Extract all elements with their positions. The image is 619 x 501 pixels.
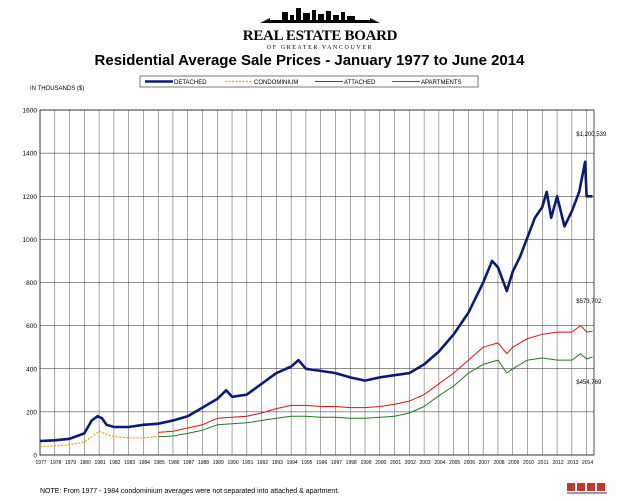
x-tick-label: 1991 bbox=[242, 460, 253, 466]
x-tick-label: 2005 bbox=[449, 460, 460, 466]
legend-box bbox=[139, 75, 479, 88]
x-tick-label: 1981 bbox=[95, 460, 106, 466]
x-tick-label: 1983 bbox=[124, 460, 135, 466]
x-tick-label: 2010 bbox=[523, 460, 534, 466]
x-tick-label: 1978 bbox=[50, 460, 61, 466]
x-tick-label: 2002 bbox=[405, 460, 416, 466]
legend-label-detached: DETACHED bbox=[174, 80, 207, 86]
x-tick-label: 2003 bbox=[420, 460, 431, 466]
x-tick-label: 2004 bbox=[434, 460, 445, 466]
value-annotation: $454,769 bbox=[576, 380, 602, 386]
brand-subname: OF GREATER VANCOUVER bbox=[267, 45, 373, 51]
x-tick-label: 1990 bbox=[227, 460, 238, 466]
x-tick-label: 2009 bbox=[508, 460, 519, 466]
series-line-condominium bbox=[39, 430, 159, 447]
value-annotation: $573,702 bbox=[576, 299, 602, 305]
series-line-detached bbox=[39, 160, 593, 443]
x-tick-label: 1994 bbox=[287, 460, 298, 466]
x-tick-label: 2001 bbox=[390, 460, 401, 466]
x-tick-label: 1998 bbox=[346, 460, 357, 466]
x-tick-label: 2014 bbox=[582, 460, 593, 466]
x-tick-label: 1995 bbox=[301, 460, 312, 466]
x-tick-label: 1989 bbox=[213, 460, 224, 466]
y-tick-label: 800 bbox=[26, 280, 37, 287]
x-tick-label: 1996 bbox=[316, 460, 327, 466]
x-tick-label: 1984 bbox=[139, 460, 150, 466]
y-tick-label: 400 bbox=[26, 366, 37, 373]
brand-name: REAL ESTATE BOARD bbox=[243, 28, 398, 44]
real-estate-board-logo: REAL ESTATE BOARD OF GREATER VANCOUVER bbox=[243, 8, 398, 51]
x-tick-label: 1992 bbox=[257, 460, 268, 466]
footnote: NOTE: From 1977 - 1984 condominium avera… bbox=[40, 488, 340, 495]
x-tick-label: 1993 bbox=[272, 460, 283, 466]
x-tick-label: 1977 bbox=[35, 460, 46, 466]
x-tick-label: 1997 bbox=[331, 460, 342, 466]
x-tick-label: 2012 bbox=[553, 460, 564, 466]
x-tick-label: 1988 bbox=[198, 460, 209, 466]
y-tick-label: 1400 bbox=[23, 151, 38, 158]
x-tick-label: 1980 bbox=[80, 460, 91, 466]
x-tick-label: 1987 bbox=[183, 460, 194, 466]
city-skyline-icon bbox=[260, 8, 380, 23]
legend-label-attached: ATTACHED bbox=[344, 80, 376, 86]
x-tick-label: 1985 bbox=[154, 460, 165, 466]
y-tick-label: 1600 bbox=[23, 108, 38, 115]
legend-label-condominium: CONDOMINIUM bbox=[254, 80, 298, 86]
y-tick-label: 1000 bbox=[23, 237, 38, 244]
y-tick-label: 200 bbox=[26, 409, 37, 416]
x-tick-label: 1986 bbox=[168, 460, 179, 466]
footer-logo-icon bbox=[567, 483, 607, 494]
x-tick-label: 2000 bbox=[375, 460, 386, 466]
y-tick-label: 600 bbox=[26, 323, 37, 330]
x-tick-label: 1982 bbox=[109, 460, 120, 466]
value-annotation: $1,200,539 bbox=[576, 132, 607, 138]
y-tick-label: 0 bbox=[33, 453, 37, 460]
x-tick-label: 2006 bbox=[464, 460, 475, 466]
legend: DETACHED CONDOMINIUM ATTACHED APARTMENTS bbox=[139, 75, 479, 88]
x-tick-label: 2008 bbox=[493, 460, 504, 466]
series-line-attached bbox=[158, 325, 593, 433]
chart-title: Residential Average Sale Prices - Januar… bbox=[94, 52, 525, 69]
x-tick-label: 2007 bbox=[479, 460, 490, 466]
series-line-apartments bbox=[158, 353, 593, 438]
x-tick-label: 1999 bbox=[360, 460, 371, 466]
y-axis-label: IN THOUSANDS ($) bbox=[30, 86, 84, 92]
y-tick-label: 1200 bbox=[23, 194, 38, 201]
x-tick-label: 1979 bbox=[65, 460, 76, 466]
x-tick-label: 2013 bbox=[567, 460, 578, 466]
x-tick-label: 2011 bbox=[538, 460, 549, 466]
legend-label-apartments: APARTMENTS bbox=[421, 80, 461, 86]
